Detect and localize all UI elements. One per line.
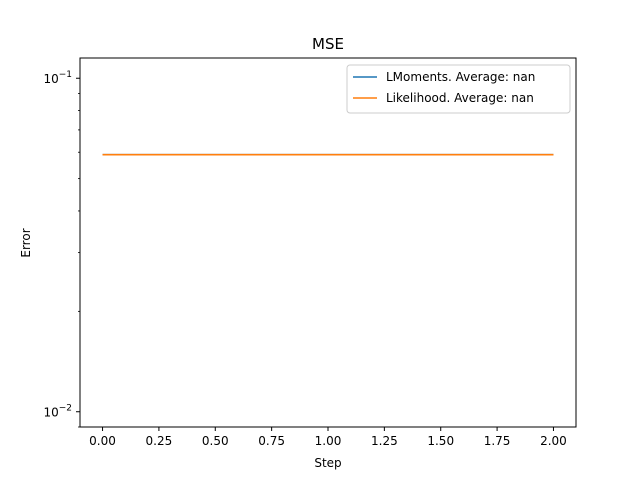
x-tick-label: 1.75 — [484, 434, 511, 448]
chart-title: MSE — [312, 35, 344, 53]
legend-label: LMoments. Average: nan — [386, 70, 535, 84]
x-tick-label: 0.50 — [202, 434, 229, 448]
x-axis-label: Step — [314, 456, 341, 470]
x-tick-label: 1.50 — [427, 434, 454, 448]
y-tick-label: 10−2 — [43, 404, 72, 420]
x-tick-label: 2.00 — [540, 434, 567, 448]
x-tick-label: 0.25 — [146, 434, 173, 448]
legend-box — [346, 64, 571, 114]
y-tick-label: 10−1 — [43, 70, 72, 86]
x-tick-label: 1.00 — [315, 434, 342, 448]
x-tick-label: 0.75 — [258, 434, 285, 448]
legend: LMoments. Average: nan Likelihood. Averag… — [346, 64, 571, 114]
y-axis-label: Error — [19, 228, 33, 257]
x-tick-label: 0.00 — [89, 434, 116, 448]
legend-label: Likelihood. Average: nan — [386, 91, 534, 105]
x-tick-label: 1.25 — [371, 434, 398, 448]
